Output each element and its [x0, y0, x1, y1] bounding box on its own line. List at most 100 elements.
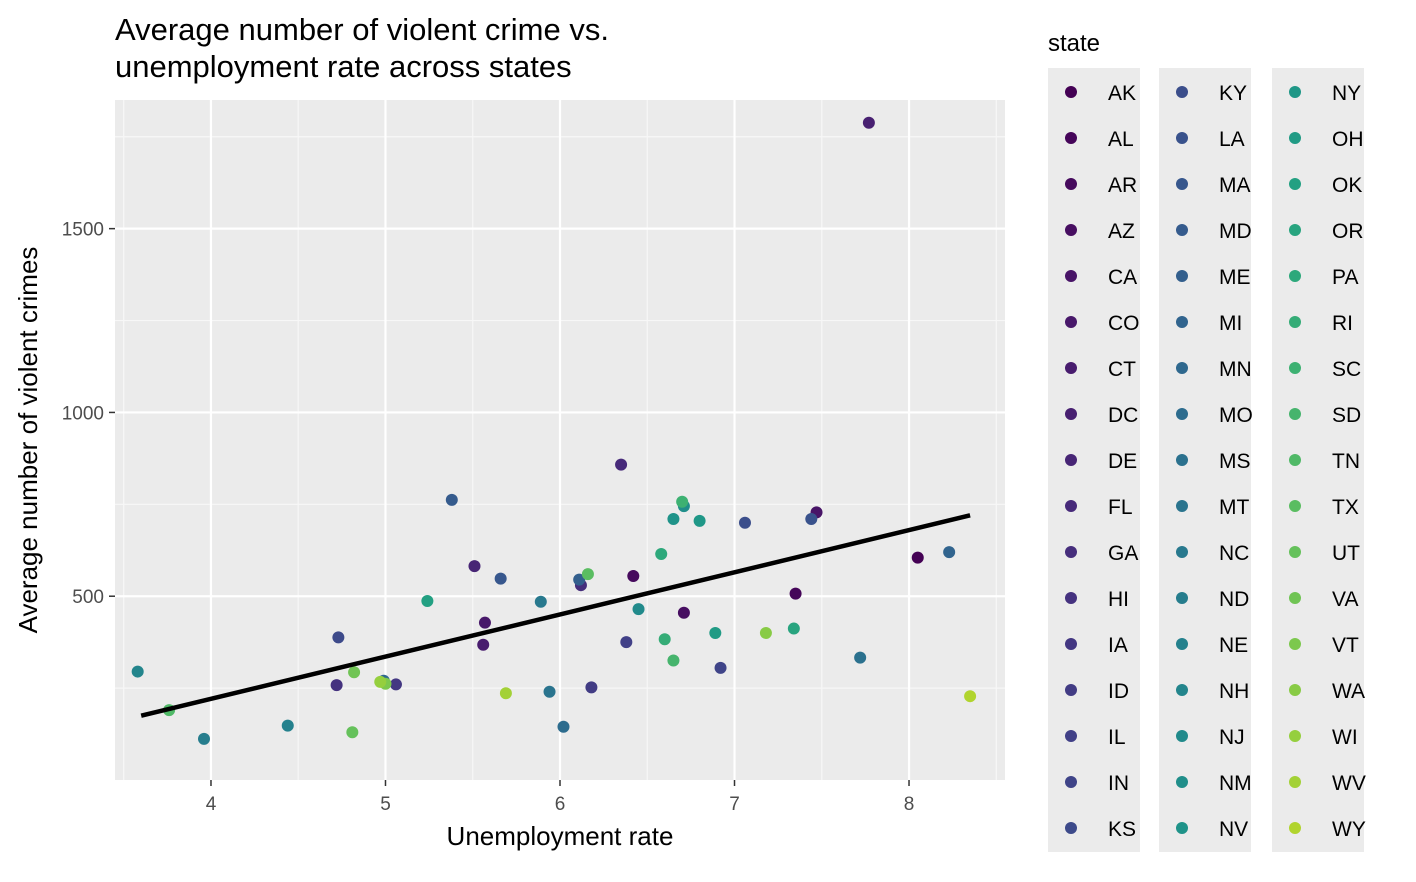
legend-key-md — [1176, 224, 1188, 236]
legend-label-wi: WI — [1332, 726, 1358, 749]
legend-key-al — [1065, 132, 1077, 144]
legend-label-in: IN — [1108, 772, 1129, 795]
legend-label-ne: NE — [1219, 634, 1248, 657]
axis-ticks: 4 5 6 7 8 500 1000 1500 — [62, 220, 915, 815]
x-tick-label: 5 — [380, 794, 391, 815]
data-point-mt — [543, 685, 556, 698]
data-point-il — [620, 636, 633, 649]
data-point-ny — [693, 514, 706, 527]
legend-key-pa — [1289, 270, 1301, 282]
data-point-ak — [911, 551, 924, 564]
data-point-nv — [667, 513, 680, 526]
legend-label-nh: NH — [1219, 680, 1249, 703]
data-point-dc — [862, 116, 875, 129]
legend-key-ar — [1065, 178, 1077, 190]
legend-label-nd: ND — [1219, 588, 1249, 611]
data-point-pa — [655, 547, 668, 560]
legend-key-ak — [1065, 86, 1077, 98]
data-point-fl — [615, 458, 628, 471]
data-point-ct — [477, 638, 490, 651]
data-point-la — [805, 513, 818, 526]
legend-label-id: ID — [1108, 680, 1129, 703]
legend-label-ky: KY — [1219, 82, 1247, 105]
legend-key-ia — [1065, 638, 1077, 650]
data-point-ia — [389, 678, 402, 691]
x-tick-label: 8 — [904, 794, 915, 815]
legend-label-ga: GA — [1108, 542, 1138, 565]
legend-label-mi: MI — [1219, 312, 1242, 335]
legend-label-md: MD — [1219, 220, 1252, 243]
data-point-hi — [330, 679, 343, 692]
chart-title-line-1: Average number of violent crime vs. — [115, 12, 609, 47]
x-tick-label: 6 — [555, 794, 566, 815]
data-point-oh — [709, 626, 722, 639]
data-point-ms — [854, 651, 867, 664]
legend-key-vt — [1289, 638, 1301, 650]
legend-key-nj — [1176, 730, 1188, 742]
legend-label-ks: KS — [1108, 818, 1136, 841]
data-point-mo — [557, 720, 570, 733]
data-point-ma — [494, 572, 507, 585]
data-point-mi — [943, 546, 956, 559]
data-point-de — [468, 560, 481, 573]
legend-key-ne — [1176, 638, 1188, 650]
legend-label-wv: WV — [1332, 772, 1366, 795]
x-axis-title: Unemployment rate — [447, 821, 674, 851]
legend-label-mo: MO — [1219, 404, 1253, 427]
legend-label-ri: RI — [1332, 312, 1353, 335]
legend-column-background — [1048, 68, 1140, 852]
trend-line — [140, 513, 971, 718]
legend: AK AL AR AZ CA CO CT DC DE FL GA HI IA ID IL IN KS KY LA MA… — [1048, 68, 1366, 852]
legend-label-fl: FL — [1108, 496, 1133, 519]
legend-key-ut — [1289, 546, 1301, 558]
data-point-ne — [281, 719, 294, 732]
legend-label-me: ME — [1219, 266, 1251, 289]
y-tick-label: 1500 — [62, 220, 104, 241]
legend-key-sc — [1289, 362, 1301, 374]
legend-key-mi — [1176, 316, 1188, 328]
legend-column-background — [1159, 68, 1251, 852]
legend-label-ak: AK — [1108, 82, 1136, 105]
legend-label-pa: PA — [1332, 266, 1358, 289]
legend-label-tx: TX — [1332, 496, 1359, 519]
legend-key-mo — [1176, 408, 1188, 420]
data-point-nc — [534, 595, 547, 608]
y-tick-label: 500 — [72, 587, 104, 608]
legend-key-ri — [1289, 316, 1301, 328]
data-point-nh — [131, 665, 144, 678]
legend-key-hi — [1065, 592, 1077, 604]
legend-key-ky — [1176, 86, 1188, 98]
data-point-in — [714, 661, 727, 674]
legend-key-tx — [1289, 500, 1301, 512]
data-point-wv — [499, 687, 512, 700]
legend-label-sc: SC — [1332, 358, 1361, 381]
legend-label-de: DE — [1108, 450, 1137, 473]
data-point-ut — [346, 726, 359, 739]
legend-label-sd: SD — [1332, 404, 1361, 427]
grid-lines — [115, 100, 1005, 780]
legend-label-az: AZ — [1108, 220, 1135, 243]
data-point-va — [348, 666, 361, 679]
legend-key-nm — [1176, 776, 1188, 788]
legend-label-vt: VT — [1332, 634, 1359, 657]
legend-label-ia: IA — [1108, 634, 1128, 657]
trend-line-group — [140, 513, 971, 718]
legend-key-il — [1065, 730, 1077, 742]
legend-key-mn — [1176, 362, 1188, 374]
legend-label-mt: MT — [1219, 496, 1249, 519]
legend-title: state — [1048, 30, 1100, 57]
legend-label-va: VA — [1332, 588, 1358, 611]
legend-key-oh — [1289, 132, 1301, 144]
legend-label-dc: DC — [1108, 404, 1138, 427]
legend-label-ca: CA — [1108, 266, 1137, 289]
legend-key-nv — [1176, 822, 1188, 834]
x-tick-label: 4 — [206, 794, 217, 815]
legend-key-wi — [1289, 730, 1301, 742]
data-point-nj — [632, 603, 645, 616]
legend-label-wy: WY — [1332, 818, 1366, 841]
legend-label-wa: WA — [1332, 680, 1365, 703]
legend-key-va — [1289, 592, 1301, 604]
data-point-al — [789, 587, 802, 600]
data-point-sd — [667, 654, 680, 667]
chart-title-line-2: unemployment rate across states — [115, 49, 572, 84]
